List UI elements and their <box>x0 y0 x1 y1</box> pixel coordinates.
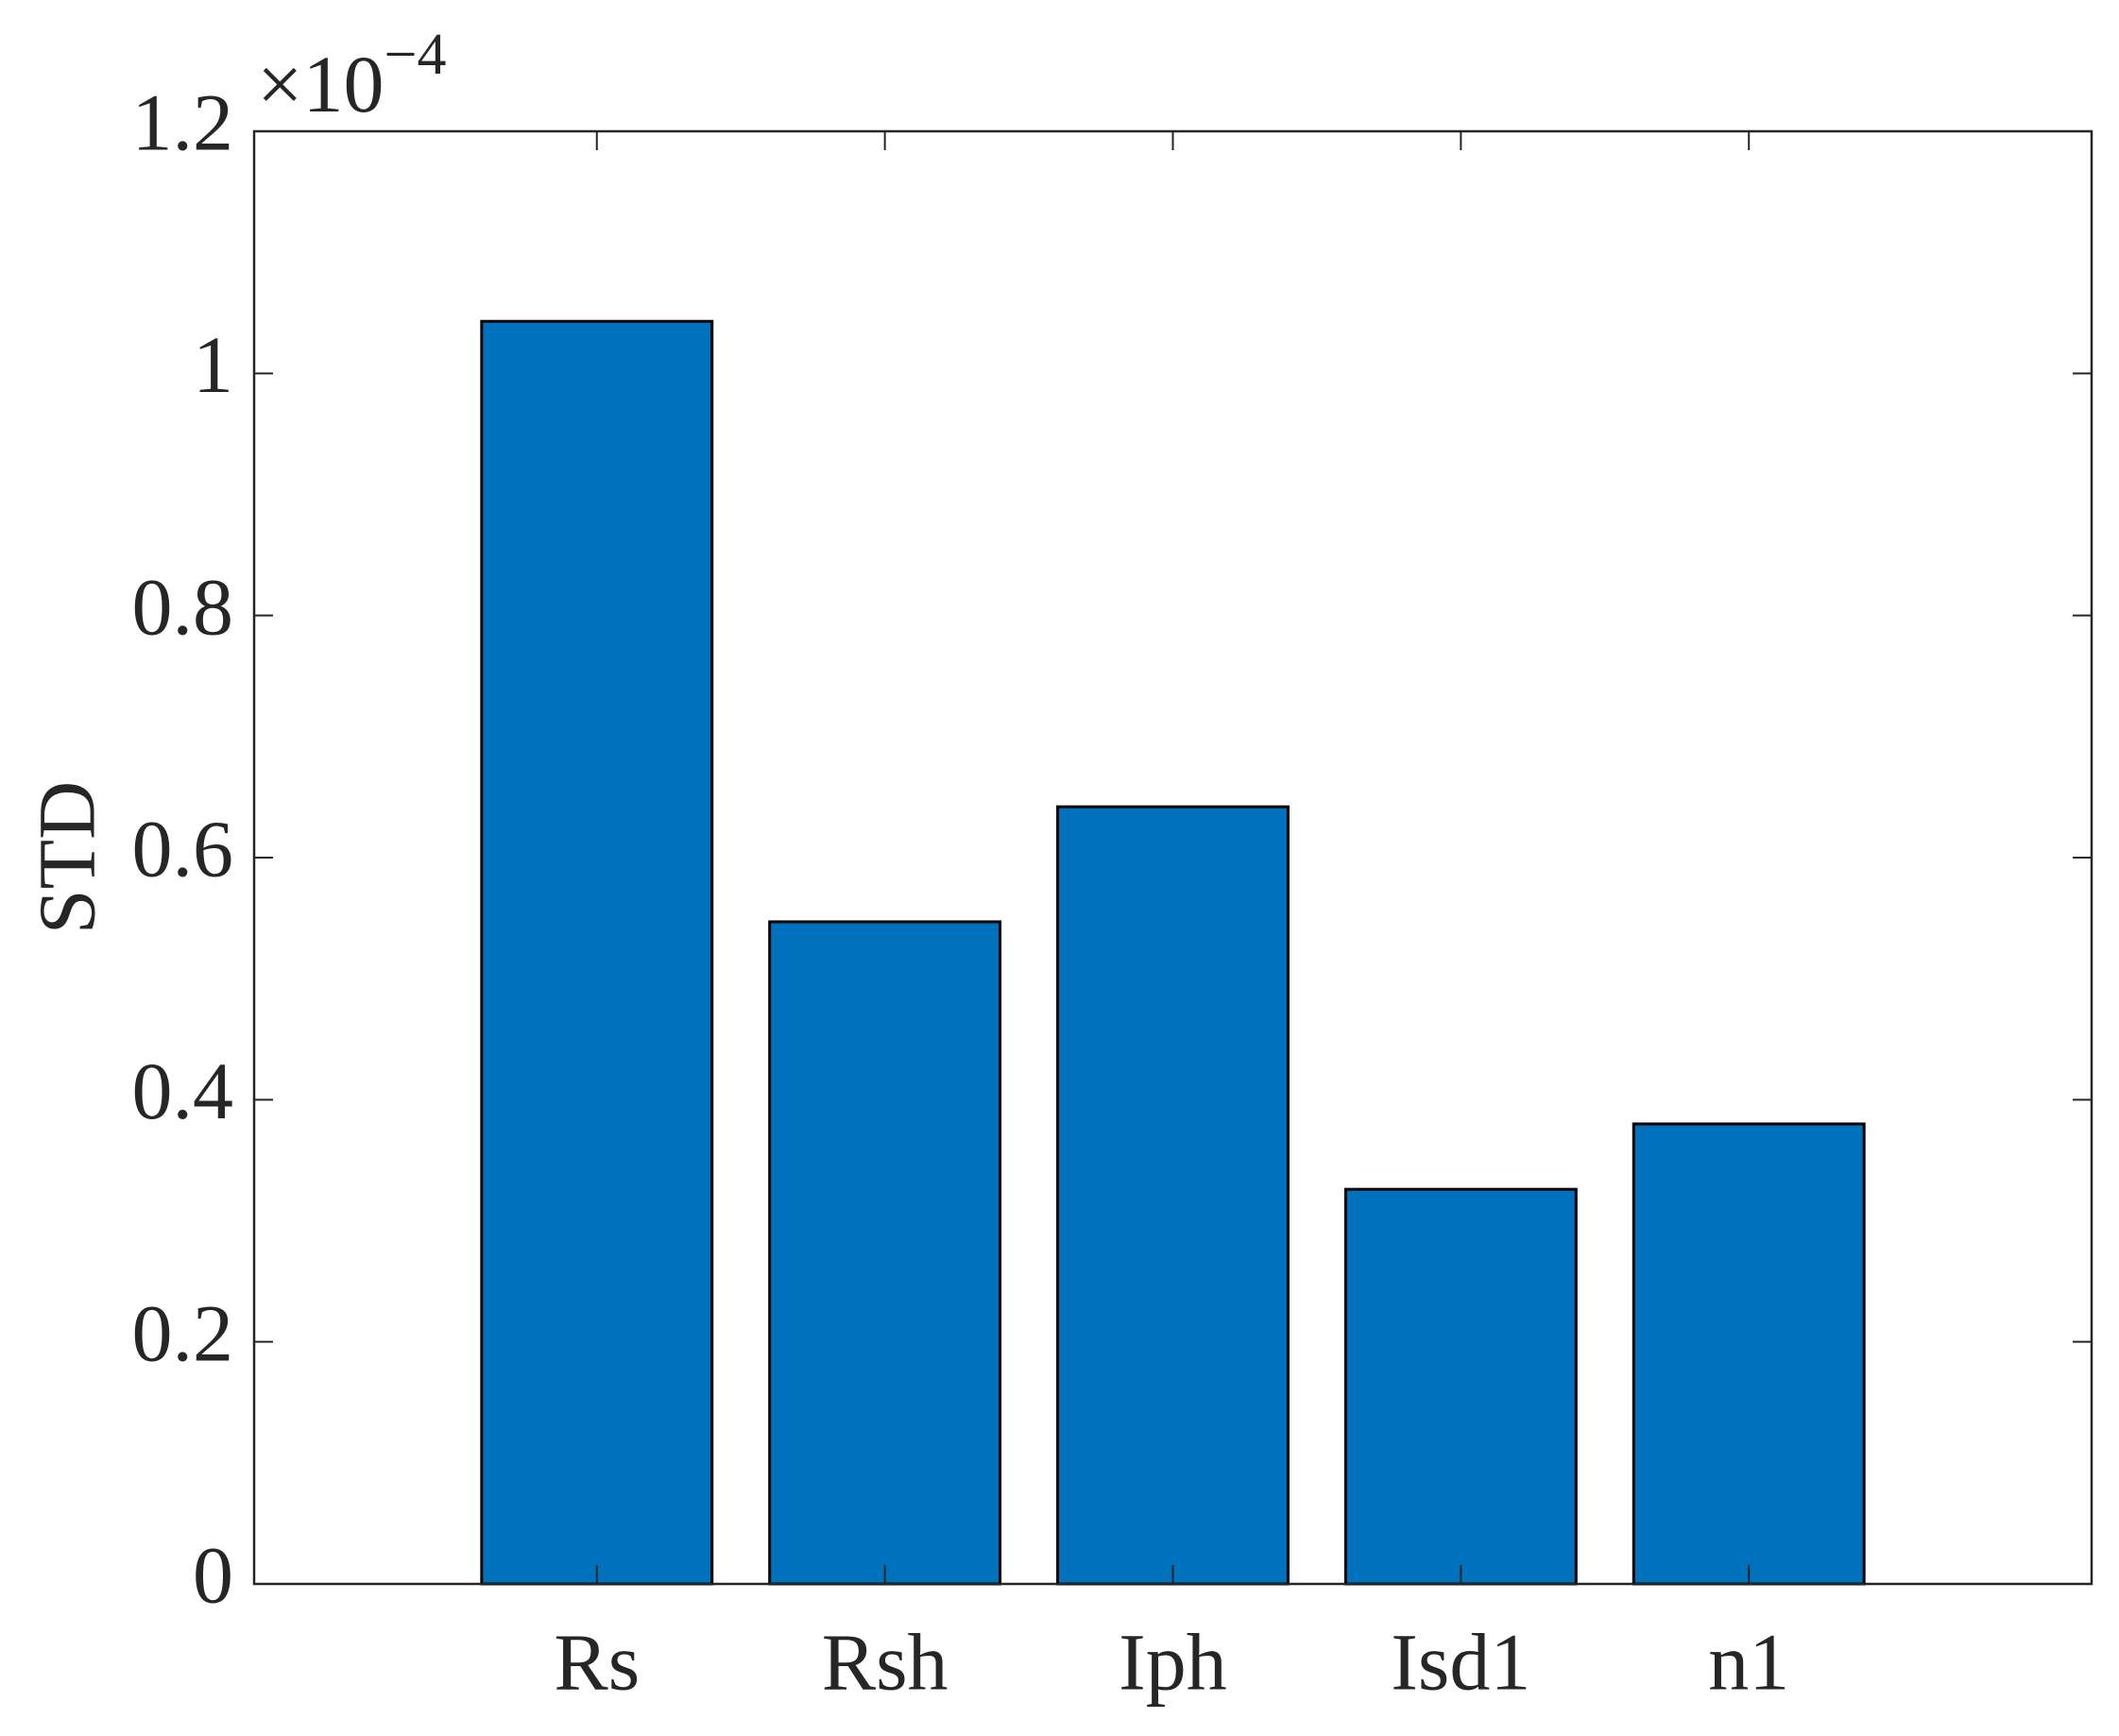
y-tick-label: 1 <box>193 319 233 410</box>
y-tick-label: 0.6 <box>132 804 234 894</box>
bar <box>1632 1122 1866 1586</box>
x-tick-label: n1 <box>1708 1617 1789 1708</box>
y-tick-label: 1.2 <box>132 77 234 168</box>
x-tick-label: Rsh <box>822 1617 948 1708</box>
y-multiplier-exponent: −4 <box>384 23 447 87</box>
bar <box>768 920 1002 1586</box>
y-tick-label: 0 <box>193 1530 233 1621</box>
y-tick-label: 0.4 <box>132 1046 234 1136</box>
y-tick-label: 0.2 <box>132 1287 234 1378</box>
bar <box>480 319 714 1586</box>
x-tick-label: Iph <box>1119 1617 1227 1708</box>
x-tick-label: Rs <box>554 1617 640 1708</box>
y-tick-label: 0.8 <box>132 561 234 652</box>
y-multiplier-base: ×10 <box>257 39 384 129</box>
plot-frame <box>252 129 2093 1586</box>
x-tick-label: Isd1 <box>1391 1617 1530 1708</box>
bar <box>1056 805 1290 1586</box>
y-multiplier: ×10−4 <box>257 23 446 129</box>
y-axis-label: STD <box>22 781 112 934</box>
bar <box>1343 1187 1578 1586</box>
